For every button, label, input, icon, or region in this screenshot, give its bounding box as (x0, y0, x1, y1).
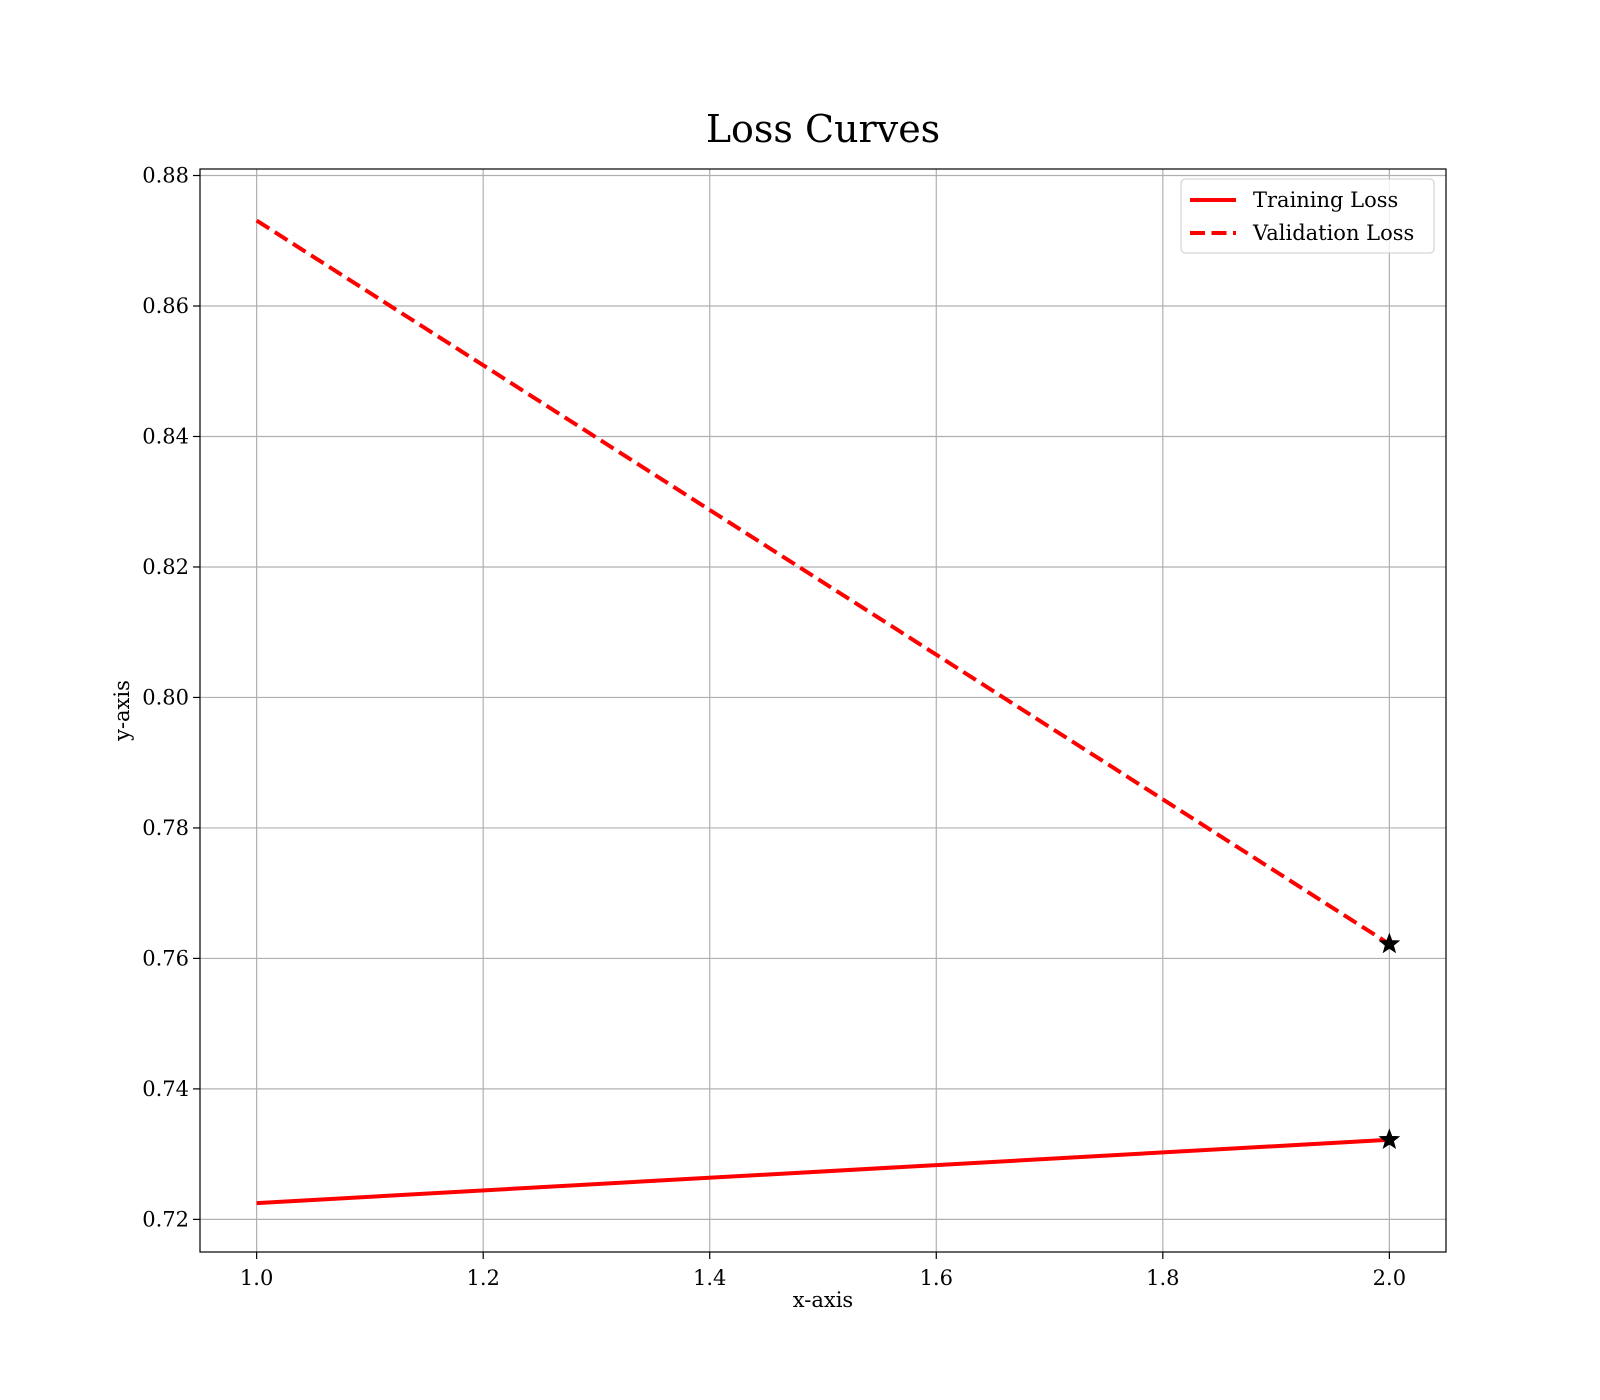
series-line-2 (255, 218, 1391, 946)
y-tick-label: 0.78 (142, 816, 189, 840)
chart-title: Loss Curves (706, 107, 940, 151)
y-tick-label: 0.76 (142, 946, 189, 970)
plot-area (199, 168, 1447, 1253)
legend-entries: Training Loss Validation Loss (1190, 188, 1414, 245)
x-axis-label: x-axis (793, 1288, 853, 1312)
y-tick-label: 0.84 (142, 424, 189, 448)
x-tick-label: 1.2 (466, 1266, 499, 1290)
x-axis: 1.0 1.2 1.4 1.6 1.8 2.0 (240, 1252, 1406, 1290)
plot-frame (199, 168, 1447, 1253)
series-end-marker-1 (1378, 1128, 1401, 1150)
x-tick-label: 1.8 (1146, 1266, 1179, 1290)
y-tick-label: 0.80 (142, 685, 189, 709)
x-tick-label: 1.0 (240, 1266, 273, 1290)
y-tick-label: 0.72 (142, 1207, 189, 1231)
x-tick-label: 1.6 (920, 1266, 953, 1290)
series-layer (255, 218, 1401, 1206)
series-line-1 (256, 1137, 1390, 1206)
y-tick-label: 0.86 (142, 294, 189, 318)
legend-box (1180, 178, 1435, 254)
plot-background (200, 169, 1446, 1252)
legend-label-2: Validation Loss (1252, 221, 1414, 245)
legend-label-1: Training Loss (1253, 188, 1398, 212)
y-axis: 0.72 0.74 0.76 0.78 0.80 0.82 0.84 0.86 0.88 (142, 164, 200, 1231)
y-tick-label: 0.88 (142, 164, 189, 188)
series-end-marker-2 (1378, 932, 1401, 954)
y-tick-label: 0.82 (142, 555, 189, 579)
legend: Training Loss Validation Loss (1180, 178, 1435, 254)
y-tick-label: 0.74 (142, 1077, 189, 1101)
y-axis-label: y-axis (110, 680, 134, 742)
x-tick-label: 1.4 (693, 1266, 726, 1290)
grid-lines (200, 169, 1446, 1252)
x-tick-label: 2.0 (1373, 1266, 1406, 1290)
